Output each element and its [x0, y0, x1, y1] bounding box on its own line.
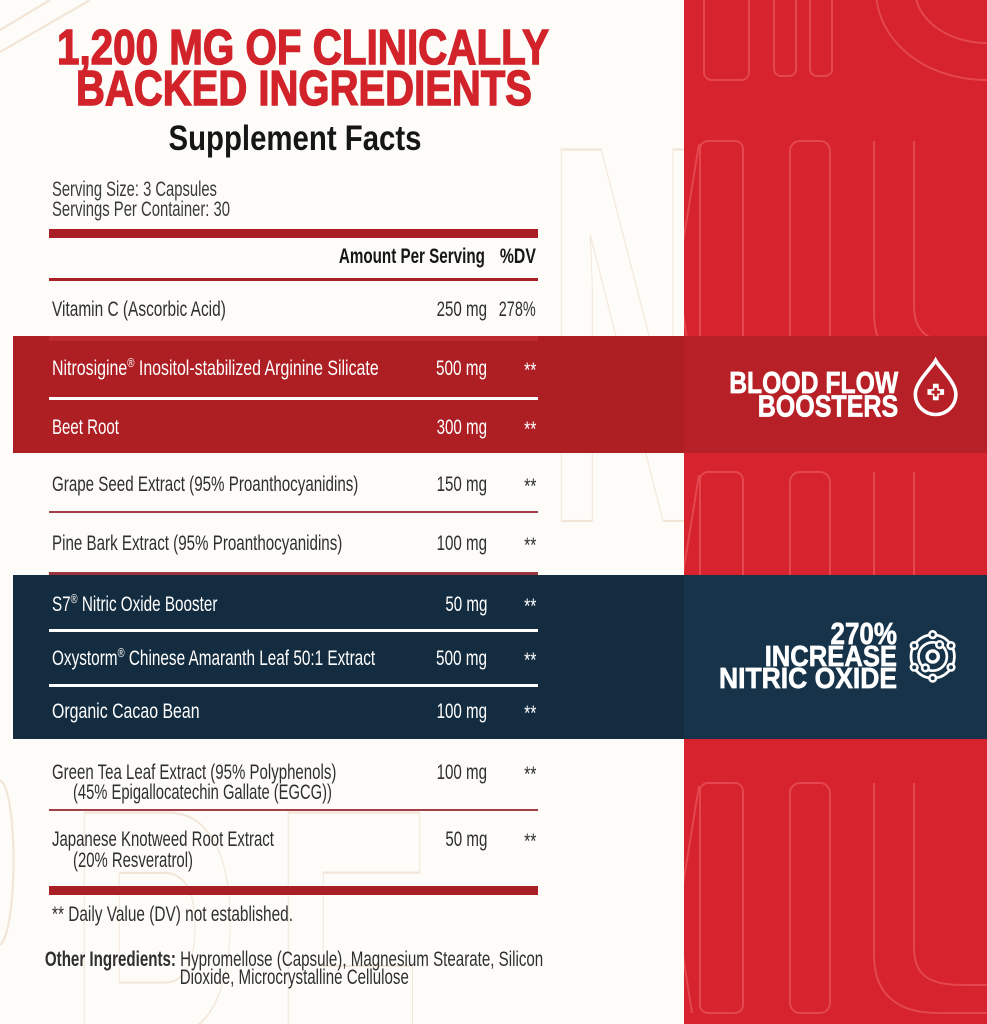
- svg-text:N: N: [545, 32, 684, 636]
- svg-text:BACKED INGREDIENTS: BACKED INGREDIENTS: [76, 62, 532, 116]
- svg-text:Supplement Facts: Supplement Facts: [169, 119, 422, 158]
- svg-text:BLOOD FLOW: BLOOD FLOW: [729, 365, 899, 400]
- svg-text:E: E: [272, 695, 434, 1024]
- svg-text:NITRIC OXIDE: NITRIC OXIDE: [719, 663, 897, 695]
- svg-text:R: R: [68, 695, 243, 1024]
- svg-text:INCREASE: INCREASE: [765, 641, 897, 673]
- svg-text:1,200 MG OF CLINICALLY: 1,200 MG OF CLINICALLY: [57, 21, 549, 75]
- svg-text:270%: 270%: [831, 616, 898, 651]
- svg-text:BOOSTERS: BOOSTERS: [758, 389, 899, 424]
